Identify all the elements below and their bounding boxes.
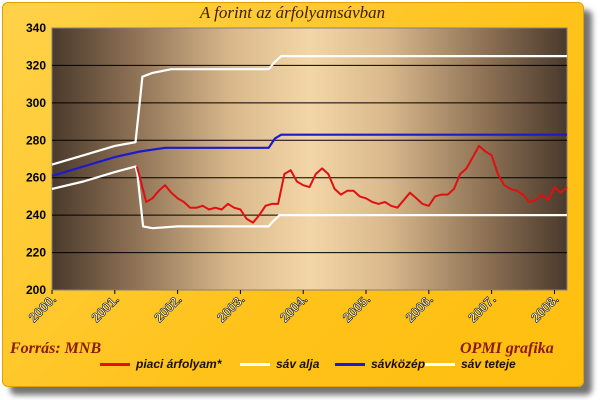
legend-swatch-kozep bbox=[335, 362, 365, 366]
chart-title: A forint az árfolyamsávban bbox=[199, 3, 386, 22]
series-group bbox=[51, 54, 568, 230]
y-tick-label: 320 bbox=[26, 58, 46, 72]
y-tick-label: 300 bbox=[26, 96, 46, 110]
series-line-piaci bbox=[135, 144, 568, 224]
plot-area bbox=[51, 27, 568, 291]
y-tick-label: 280 bbox=[26, 133, 46, 147]
legend-item-alja: sáv alja bbox=[240, 357, 319, 371]
legend: piaci árfolyam* sáv alja sávközép sáv te… bbox=[100, 357, 570, 373]
y-axis: 200 220 240 260 280 300 320 340 bbox=[26, 21, 46, 297]
y-tick-label: 340 bbox=[26, 21, 46, 35]
series-line-teteje bbox=[51, 54, 567, 166]
legend-item-piaci: piaci árfolyam* bbox=[100, 357, 221, 371]
x-tick-label: 2007. bbox=[465, 292, 499, 326]
x-tick-label: 2002. bbox=[151, 292, 185, 326]
legend-swatch-alja bbox=[240, 362, 270, 366]
legend-swatch-piaci bbox=[100, 362, 130, 366]
y-tick-label: 240 bbox=[26, 208, 46, 222]
credit-label: OPMI grafika bbox=[460, 340, 554, 357]
series-line-kozep bbox=[51, 133, 567, 177]
x-axis: 2000. 2001. 2002. 2003. 2004. 2005. 2006. 2007.… bbox=[25, 290, 562, 326]
legend-item-teteje: sáv teteje bbox=[425, 357, 516, 371]
legend-label-alja: sáv alja bbox=[276, 357, 320, 371]
legend-label-teteje: sáv teteje bbox=[461, 357, 516, 371]
legend-item-kozep: sávközép bbox=[335, 357, 425, 371]
legend-label-kozep: sávközép bbox=[371, 357, 426, 371]
source-label: Forrás: MNB bbox=[10, 340, 102, 357]
x-tick-label: 2003. bbox=[214, 292, 248, 326]
legend-label-piaci: piaci árfolyam* bbox=[136, 357, 222, 371]
series-line-alja bbox=[51, 165, 567, 230]
x-tick-label: 2004. bbox=[277, 292, 311, 326]
legend-swatch-teteje bbox=[425, 362, 455, 366]
y-tick-label: 220 bbox=[26, 246, 46, 260]
x-tick-label: 2001. bbox=[88, 292, 122, 326]
x-tick-label: 2008. bbox=[528, 292, 562, 326]
x-tick-label: 2006. bbox=[402, 292, 436, 326]
y-tick-label: 260 bbox=[26, 171, 46, 185]
y-tick-label: 200 bbox=[26, 283, 46, 297]
x-tick-label: 2005. bbox=[340, 292, 374, 326]
